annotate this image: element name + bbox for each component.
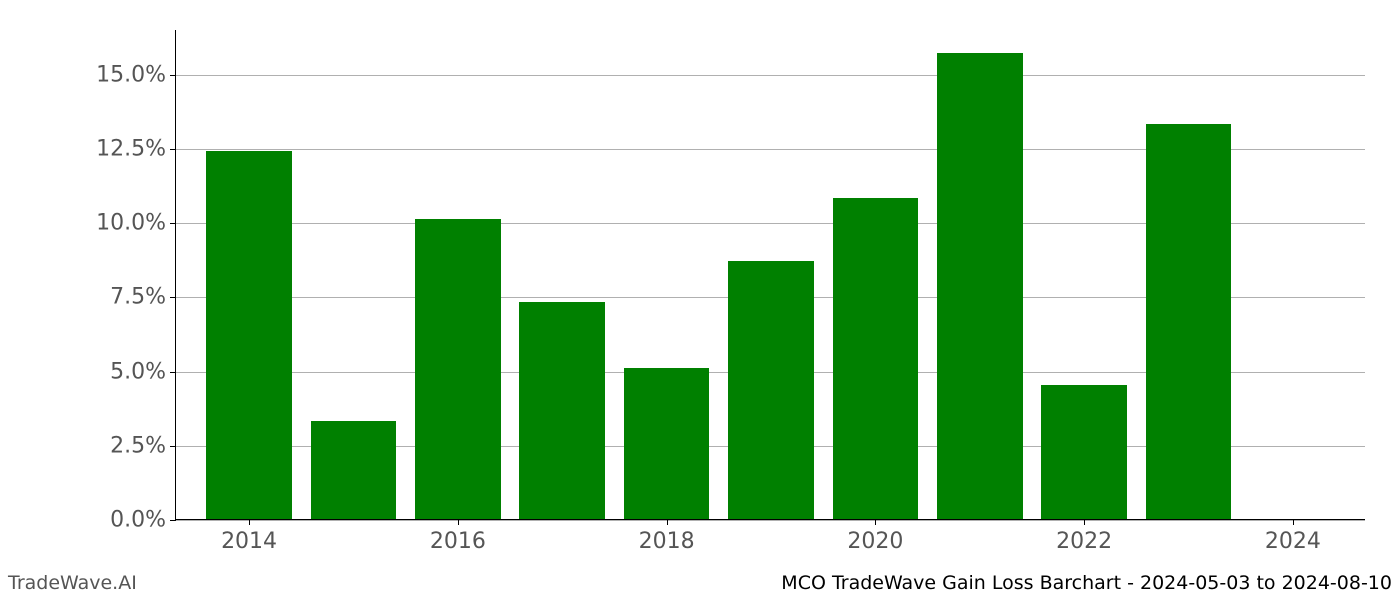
x-tick-label: 2020 — [847, 519, 903, 554]
bar — [311, 421, 397, 519]
footer-left-text: TradeWave.AI — [8, 572, 137, 594]
bar — [937, 53, 1023, 519]
x-tick-label: 2018 — [639, 519, 695, 554]
bar — [833, 198, 919, 519]
footer-right-text: MCO TradeWave Gain Loss Barchart - 2024-… — [781, 572, 1392, 594]
y-tick-label: 7.5% — [110, 285, 176, 310]
chart-canvas: 0.0% 2.5% 5.0% 7.5% 10.0% 12.5% 15.0% 2014 2016 2… — [0, 0, 1400, 600]
x-tick-label: 2022 — [1056, 519, 1112, 554]
y-tick-label: 12.5% — [96, 136, 176, 161]
bar — [728, 261, 814, 519]
bar — [415, 219, 501, 519]
y-tick-label: 15.0% — [96, 62, 176, 87]
bar — [624, 368, 710, 519]
x-tick-label: 2014 — [221, 519, 277, 554]
y-tick-label: 10.0% — [96, 211, 176, 236]
y-tick-label: 2.5% — [110, 433, 176, 458]
x-tick-label: 2016 — [430, 519, 486, 554]
bar — [1146, 124, 1232, 519]
bar — [206, 151, 292, 519]
y-tick-label: 5.0% — [110, 359, 176, 384]
bar — [1041, 385, 1127, 519]
bar — [519, 302, 605, 519]
x-tick-label: 2024 — [1265, 519, 1321, 554]
y-gridline — [176, 75, 1365, 76]
y-gridline — [176, 520, 1365, 521]
y-tick-label: 0.0% — [110, 508, 176, 533]
plot-area: 0.0%2.5%5.0%7.5%10.0%12.5%15.0%201420162… — [175, 30, 1365, 520]
